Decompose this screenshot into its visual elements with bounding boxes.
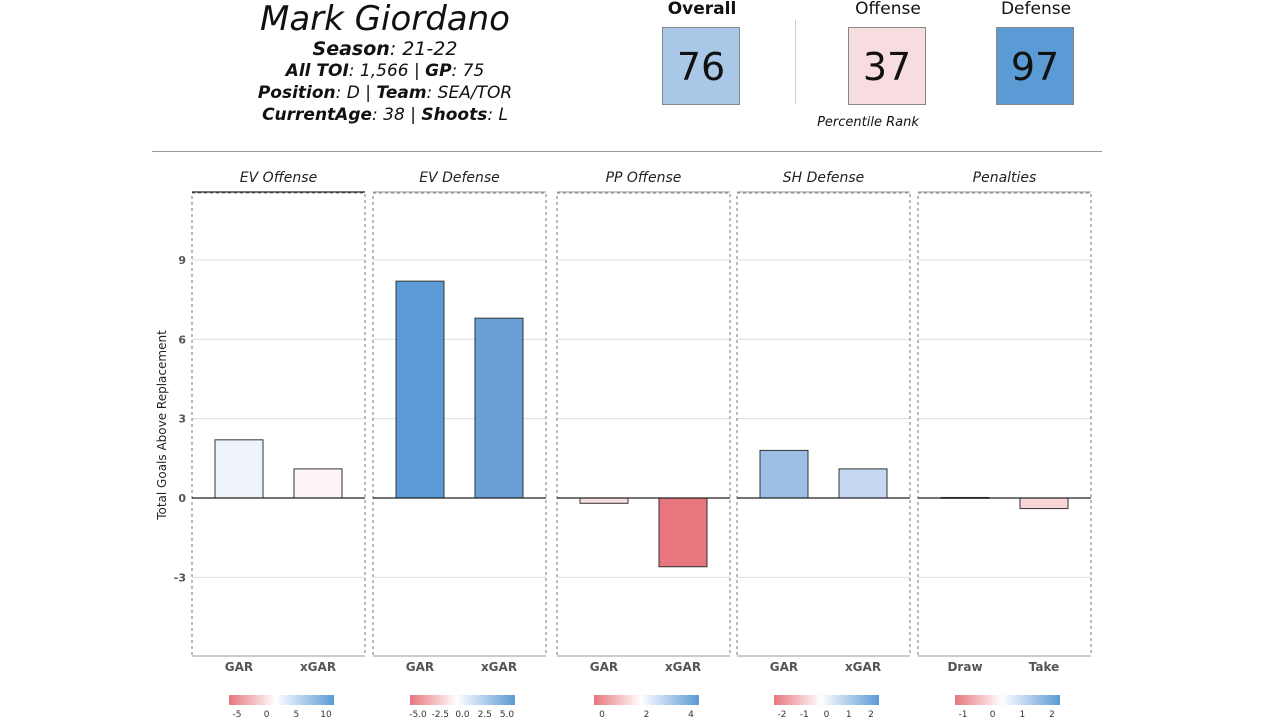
y-axis-label: Total Goals Above Replacement bbox=[155, 330, 169, 521]
legend-tick-label: 0 bbox=[264, 710, 270, 720]
panel-ev-defense: EV Defense GAR xGAR -5.0 -2.5 0.0 2.5 5.0 bbox=[372, 170, 547, 720]
shoots-label: Shoots bbox=[421, 105, 488, 125]
legend-tick-label: 2 bbox=[868, 710, 874, 720]
player-name: Mark Giordano bbox=[260, 0, 510, 39]
y-tick-label: 3 bbox=[178, 413, 186, 426]
legend-tick-label: 2 bbox=[1049, 710, 1055, 720]
legend-tick-label: -2.5 bbox=[431, 710, 449, 720]
bar-gar bbox=[759, 449, 809, 499]
overall-label: Overall bbox=[667, 0, 737, 19]
offense-value: 37 bbox=[848, 27, 926, 105]
header-divider bbox=[152, 151, 1102, 152]
bar-xgar bbox=[658, 497, 708, 568]
legend-tick-label: 1 bbox=[1019, 710, 1025, 720]
legend-tick-label: 0 bbox=[599, 710, 605, 720]
panel-ev-offense: EV Offense GAR xGAR -5 0 5 10 bbox=[191, 170, 366, 720]
x-tick-label: GAR bbox=[770, 660, 798, 674]
bar-gar bbox=[579, 497, 629, 504]
toi-value: : 1,566 | bbox=[348, 61, 426, 81]
legend-tick-label: 0.0 bbox=[455, 710, 470, 720]
legend-tick-label: 5 bbox=[293, 710, 299, 720]
legend-tick-label: -1 bbox=[800, 710, 809, 720]
legend-tick-label: 2.5 bbox=[478, 710, 492, 720]
panel-border bbox=[556, 192, 731, 657]
panel-title: Penalties bbox=[973, 170, 1037, 186]
panel-penalties: Penalties Draw Take -1 0 1 2 bbox=[917, 170, 1092, 720]
bar-xgar bbox=[838, 468, 888, 499]
bar-gar bbox=[395, 280, 445, 499]
panel-border bbox=[917, 192, 1092, 657]
defense-value: 97 bbox=[996, 27, 1074, 105]
color-legend-bar bbox=[774, 695, 879, 705]
gp-value: : 75 bbox=[451, 61, 485, 81]
percentile-rank-caption: Percentile Rank bbox=[817, 115, 919, 130]
legend-tick-label: -1 bbox=[959, 710, 968, 720]
panel-title: SH Defense bbox=[783, 170, 865, 186]
age-line: CurrentAge: 38 | Shoots: L bbox=[200, 104, 570, 126]
bar-xgar bbox=[474, 317, 524, 499]
x-tick-label: xGAR bbox=[481, 660, 517, 674]
shoots-value: : L bbox=[487, 105, 508, 125]
legend-tick-label: -5.0 bbox=[409, 710, 427, 720]
legend-tick-label: 0 bbox=[824, 710, 830, 720]
panel-title: EV Offense bbox=[240, 170, 317, 186]
legend-tick-label: 4 bbox=[688, 710, 694, 720]
team-label: Team bbox=[376, 83, 427, 103]
toi-line: All TOI: 1,566 | GP: 75 bbox=[200, 60, 570, 82]
y-tick-label: 0 bbox=[178, 492, 186, 505]
toi-label: All TOI bbox=[285, 61, 349, 81]
x-tick-label: xGAR bbox=[300, 660, 336, 674]
player-header: Mark Giordano Season: 21-22 All TOI: 1,5… bbox=[200, 0, 570, 126]
gp-label: GP bbox=[425, 61, 452, 81]
color-legend-bar bbox=[594, 695, 699, 705]
color-legend-bar bbox=[955, 695, 1060, 705]
legend-tick-label: 1 bbox=[846, 710, 852, 720]
x-tick-label: GAR bbox=[225, 660, 253, 674]
panel-border bbox=[191, 192, 366, 657]
x-tick-label: GAR bbox=[590, 660, 618, 674]
offense-score: Offense 37 bbox=[848, 0, 928, 105]
age-value: : 38 | bbox=[372, 105, 422, 125]
x-tick-label: Take bbox=[1029, 660, 1060, 674]
panel-title: PP Offense bbox=[606, 170, 682, 186]
legend-tick-label: -2 bbox=[778, 710, 787, 720]
defense-label: Defense bbox=[1000, 0, 1072, 19]
season-value: : 21-22 bbox=[389, 38, 458, 60]
color-legend-bar bbox=[229, 695, 334, 705]
bar-gar bbox=[214, 439, 264, 499]
x-tick-label: xGAR bbox=[665, 660, 701, 674]
overall-score: Overall 76 bbox=[662, 0, 742, 105]
y-tick-label: 9 bbox=[178, 254, 186, 267]
panel-border bbox=[736, 192, 911, 657]
legend-tick-label: 10 bbox=[320, 710, 332, 720]
bar-xgar bbox=[293, 468, 343, 499]
season-line: Season: 21-22 bbox=[200, 38, 570, 60]
overall-value: 76 bbox=[662, 27, 740, 105]
season-label: Season bbox=[312, 38, 390, 60]
defense-score: Defense 97 bbox=[996, 0, 1076, 105]
legend-tick-label: 0 bbox=[990, 710, 996, 720]
offense-label: Offense bbox=[855, 0, 921, 19]
x-tick-label: Draw bbox=[947, 660, 982, 674]
y-tick-label: 6 bbox=[178, 333, 186, 346]
legend-tick-label: 2 bbox=[644, 710, 650, 720]
position-label: Position bbox=[257, 83, 336, 103]
panel-sh-defense: SH Defense GAR xGAR -2 -1 0 1 2 bbox=[736, 170, 911, 720]
color-legend-bar bbox=[410, 695, 515, 705]
x-tick-label: xGAR bbox=[845, 660, 881, 674]
x-tick-label: GAR bbox=[406, 660, 434, 674]
legend-tick-label: -5 bbox=[233, 710, 242, 720]
team-value: : SEA/TOR bbox=[426, 83, 513, 103]
y-tick-label: -3 bbox=[174, 571, 186, 584]
legend-tick-label: 5.0 bbox=[500, 710, 515, 720]
panel-pp-offense: PP Offense GAR xGAR 0 2 4 bbox=[556, 170, 731, 720]
age-label: CurrentAge bbox=[262, 105, 373, 125]
bar-take bbox=[1019, 497, 1069, 510]
score-divider bbox=[795, 20, 796, 104]
panel-title: EV Defense bbox=[419, 170, 500, 186]
position-line: Position: D | Team: SEA/TOR bbox=[200, 82, 570, 104]
position-value: : D | bbox=[335, 83, 377, 103]
